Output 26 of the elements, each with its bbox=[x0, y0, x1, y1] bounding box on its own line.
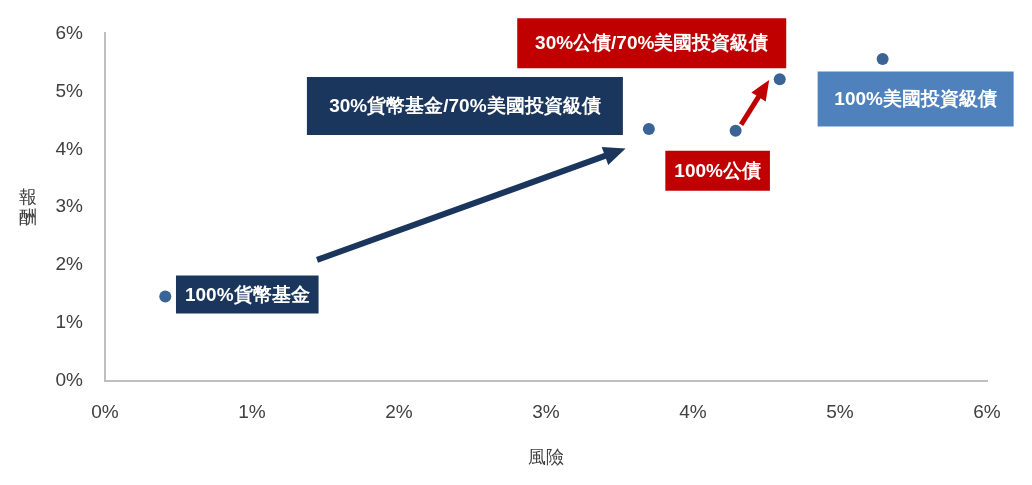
y-tick-label: 3% bbox=[55, 195, 84, 217]
x-tick-label: 0% bbox=[91, 400, 119, 422]
y-tick-label: 5% bbox=[55, 79, 84, 101]
annotation: 100%公債 bbox=[674, 159, 761, 181]
point bbox=[159, 290, 172, 303]
point bbox=[876, 52, 889, 65]
annotation: 30%貨幣基金/70%美國投資級債 bbox=[329, 95, 601, 117]
x-tick-label: 4% bbox=[679, 400, 707, 422]
annotation: 30%公債/70%美國投資級債 bbox=[535, 32, 769, 54]
annotation: 100%貨幣基金 bbox=[184, 283, 310, 305]
y-tick-label: 2% bbox=[55, 253, 84, 275]
annotation: 100%美國投資級債 bbox=[834, 88, 997, 110]
x-tick-label: 3% bbox=[532, 400, 560, 422]
point bbox=[642, 122, 655, 135]
x-tick-label: 2% bbox=[385, 400, 413, 422]
x-tick-label: 6% bbox=[973, 400, 1001, 422]
y-tick-label: 0% bbox=[55, 369, 84, 391]
y-tick-label: 4% bbox=[55, 137, 84, 159]
y-tick-label: 1% bbox=[55, 311, 84, 333]
y-axis-title: 報酬 bbox=[18, 186, 38, 229]
y-tick-label: 6% bbox=[55, 21, 84, 43]
x-axis-title: 風險 bbox=[528, 447, 564, 468]
point bbox=[729, 124, 742, 137]
point bbox=[773, 73, 786, 86]
x-tick-label: 1% bbox=[238, 400, 266, 422]
x-tick-label: 5% bbox=[826, 400, 854, 422]
